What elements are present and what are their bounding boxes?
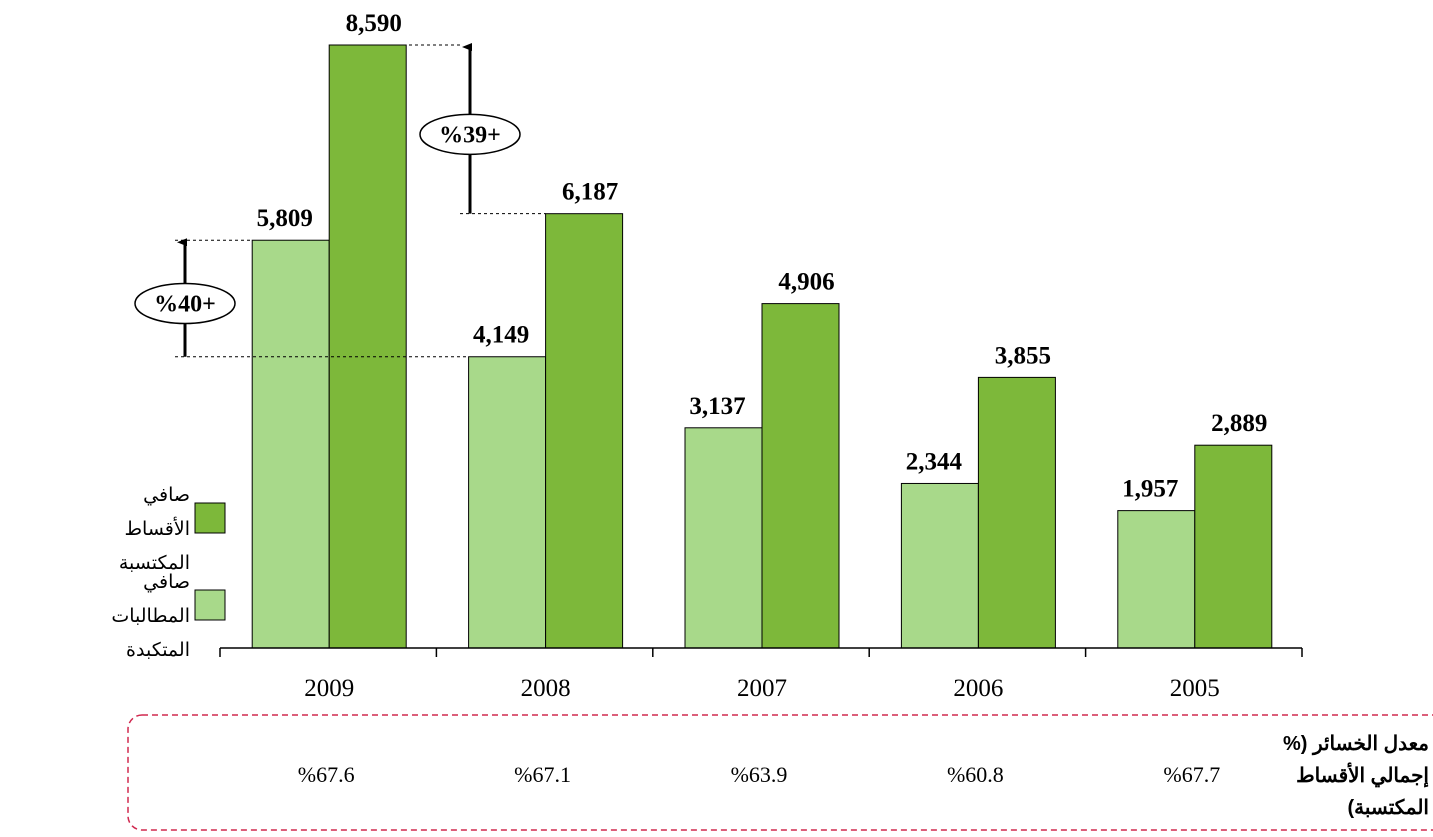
legend-swatch: [194, 589, 226, 621]
x-tick-label: 2005: [1170, 675, 1220, 702]
loss-ratio-value: %60.8: [947, 762, 1004, 787]
bar: [684, 427, 763, 649]
value-label: 1,957: [1122, 476, 1178, 503]
value-label: 8,590: [346, 10, 402, 37]
loss-ratio-value: %67.1: [514, 762, 571, 787]
bar: [251, 239, 330, 649]
annotation: %39+: [439, 122, 501, 148]
loss-ratio-value: %67.6: [298, 762, 355, 787]
loss-ratio-box: [127, 714, 1433, 831]
bar: [328, 44, 407, 649]
value-label: 2,344: [906, 448, 963, 475]
bar: [977, 376, 1056, 649]
value-label: 6,187: [562, 179, 618, 206]
value-label: 2,889: [1211, 410, 1267, 437]
x-tick-label: 2007: [737, 675, 787, 702]
value-label: 3,855: [995, 342, 1051, 369]
x-tick-label: 2009: [304, 675, 354, 702]
bar: [1117, 510, 1196, 649]
legend-label: صافي المطالبات المتكبدة: [111, 571, 190, 661]
x-tick-label: 2006: [953, 675, 1003, 702]
annotation-bubble: [134, 282, 236, 325]
annotation-bubble: [419, 113, 521, 156]
bar: [545, 213, 624, 649]
bar: [468, 356, 547, 649]
loss-ratio-value: %67.7: [1163, 762, 1220, 787]
loss-ratio-label: معدل الخسائر (% إجمالي الأقساط المكتسبة): [1282, 733, 1429, 819]
value-label: 3,137: [689, 393, 745, 420]
value-label: 4,149: [473, 322, 529, 349]
value-label: 4,906: [778, 269, 834, 296]
value-label: 5,809: [257, 205, 313, 232]
legend-label: صافي الأقساط المكتسبة: [118, 484, 190, 574]
bar: [1194, 444, 1273, 649]
bar: [900, 482, 979, 649]
bar: [761, 303, 840, 649]
legend-swatch: [194, 502, 226, 534]
x-tick-label: 2008: [521, 675, 571, 702]
loss-ratio-value: %63.9: [731, 762, 788, 787]
annotation: %40+: [154, 291, 216, 317]
